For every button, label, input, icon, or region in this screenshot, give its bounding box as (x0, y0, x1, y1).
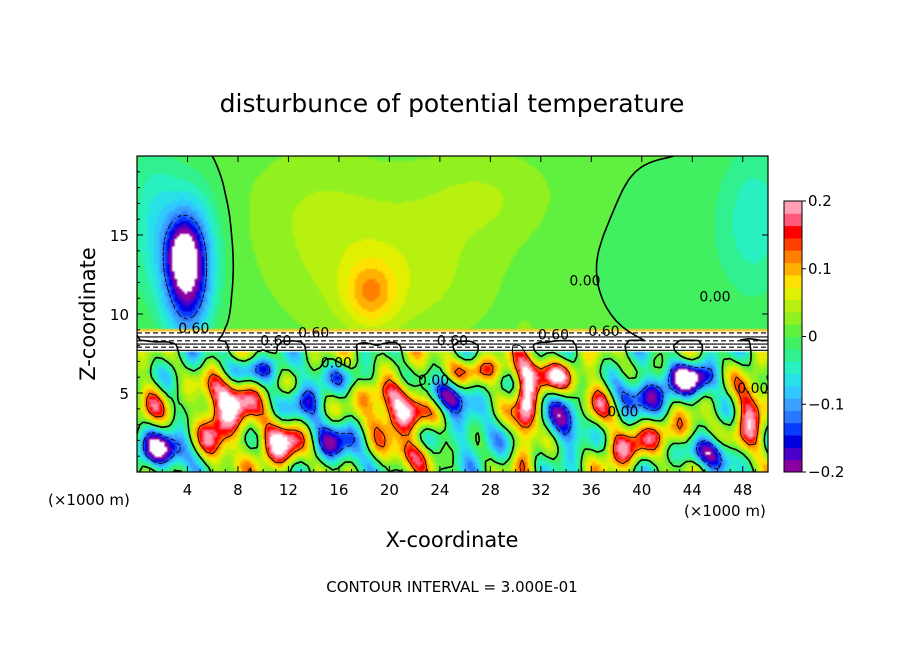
colorbar-tick-label: 0.1 (808, 260, 832, 278)
colorbar-swatch (784, 385, 802, 399)
colorbar-swatch (784, 398, 802, 411)
x-tick-label: 8 (233, 481, 243, 499)
colorbar-swatch (784, 373, 802, 387)
x-tick-label: 44 (683, 481, 702, 499)
plot-area: 0.60 0.60 0.60 0.60 0.60 0.60 0.00 0.00 0.00 0.00… (136, 155, 769, 473)
colorbar-swatch (784, 459, 802, 473)
x-unit-left: (×1000 m) (48, 491, 130, 509)
colorbar-swatch (784, 225, 802, 239)
colorbar-swatch (784, 348, 802, 362)
colorbar: 0.2 0.1 0 −0.1 −0.2 (783, 192, 844, 481)
contour-label: 0.00 (418, 373, 449, 389)
contour-label: 0.60 (298, 326, 329, 342)
x-tick-label: 36 (582, 481, 601, 499)
x-axis: 4 8 12 16 20 24 28 32 36 40 44 48 (149, 156, 756, 499)
contour-label: 0.60 (178, 321, 209, 337)
x-tick-label: 48 (733, 481, 752, 499)
x-tick-label: 24 (430, 481, 449, 499)
x-tick-label: 28 (481, 481, 500, 499)
contour-label-group: 0.60 0.60 0.60 0.60 0.60 0.60 0.00 0.00 0.00 0.00… (178, 274, 768, 421)
contour-interval-note: CONTOUR INTERVAL = 3.000E-01 (326, 578, 577, 596)
x-tick-label: 16 (329, 481, 348, 499)
colorbar-swatch (784, 237, 802, 251)
colorbar-swatch (784, 435, 802, 448)
contour-line (137, 156, 768, 472)
colorbar-swatch (784, 250, 802, 264)
x-tick-label: 40 (632, 481, 651, 499)
y-tick-label: 15 (110, 227, 129, 245)
y-tick-label: 10 (110, 306, 129, 324)
colorbar-swatch (784, 299, 802, 313)
colorbar-swatch (784, 410, 802, 424)
x-axis-label: X-coordinate (386, 528, 519, 552)
contour-label: 0.00 (607, 405, 638, 421)
contour-label: 0.60 (538, 327, 569, 343)
colorbar-swatch (784, 213, 802, 227)
contour-line (145, 344, 760, 472)
contour-label: 0.60 (437, 334, 468, 350)
x-tick-label: 12 (279, 481, 298, 499)
x-unit-right: (×1000 m) (684, 502, 766, 520)
colorbar-swatch (784, 361, 802, 374)
contour-label: 0.00 (569, 274, 600, 290)
contour-label: 0.60 (260, 334, 291, 350)
x-tick-label: 20 (380, 481, 399, 499)
colorbar-swatch (784, 324, 802, 337)
contour-label: 0.00 (737, 381, 768, 397)
chart-title: disturbunce of potential temperature (220, 89, 685, 118)
contour-label: 0.00 (321, 356, 352, 372)
colorbar-swatch (784, 447, 802, 461)
contour-lines (137, 156, 768, 472)
y-tick-label: 5 (119, 385, 129, 403)
colorbar-swatch (784, 336, 802, 350)
colorbar-swatch (784, 422, 802, 436)
contour-label: 0.60 (588, 324, 619, 340)
colorbar-tick-label: −0.2 (808, 463, 844, 481)
contour-line (142, 214, 722, 470)
colorbar-swatch (784, 274, 802, 288)
colorbar-swatch (784, 262, 802, 276)
colorbar-swatch (784, 311, 802, 325)
colorbar-swatch (784, 201, 802, 214)
colorbar-tick-label: 0 (808, 328, 818, 346)
contour-label: 0.00 (699, 289, 730, 305)
y-axis-label: Z-coordinate (76, 247, 100, 381)
colorbar-swatch (784, 287, 802, 301)
x-tick-label: 32 (531, 481, 550, 499)
colorbar-tick-label: −0.1 (808, 395, 844, 413)
potential-temperature-field (137, 156, 768, 472)
y-axis: 5 10 15 (110, 171, 768, 457)
x-tick-label: 4 (183, 481, 193, 499)
colorbar-tick-label: 0.2 (808, 192, 832, 210)
